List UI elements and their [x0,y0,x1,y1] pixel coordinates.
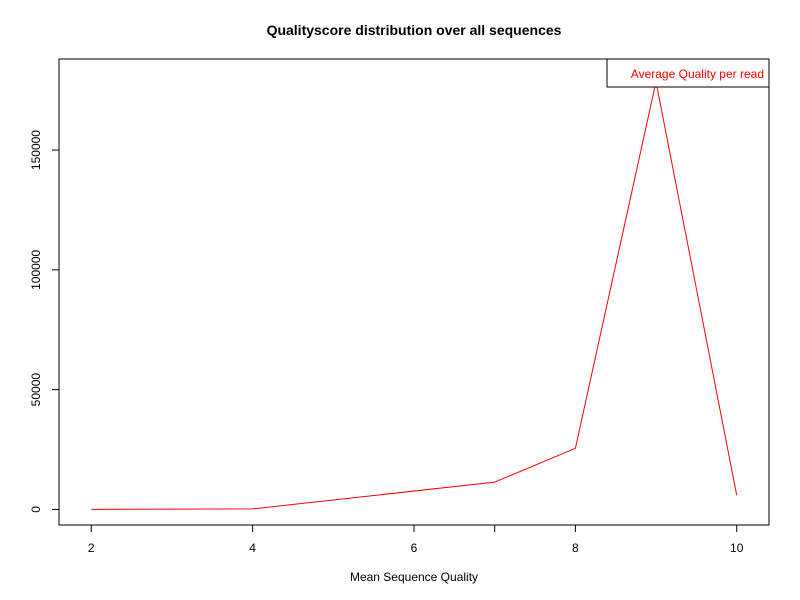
y-tick-label: 0 [29,506,43,513]
x-tick-label: 8 [572,541,579,555]
y-axis: 0 50000 100000 150000 [29,130,60,513]
plot-frame [58,58,770,526]
x-tick-label: 4 [249,541,256,555]
x-tick-label: 10 [730,541,744,555]
legend: Average Quality per read [606,58,770,88]
y-tick-label: 100000 [29,249,43,289]
x-axis: 2 4 6 8 10 [88,524,744,555]
legend-box [606,58,770,88]
chart-title: Qualityscore distribution over all seque… [267,22,562,38]
series-layer [91,81,738,510]
x-tick-label: 6 [411,541,418,555]
legend-entry: Average Quality per read [631,67,764,81]
x-axis-label: Mean Sequence Quality [350,570,478,584]
series-line [91,81,738,510]
y-tick-label: 150000 [29,130,43,170]
x-tick-label: 2 [88,541,95,555]
y-tick-label: 50000 [29,373,43,407]
